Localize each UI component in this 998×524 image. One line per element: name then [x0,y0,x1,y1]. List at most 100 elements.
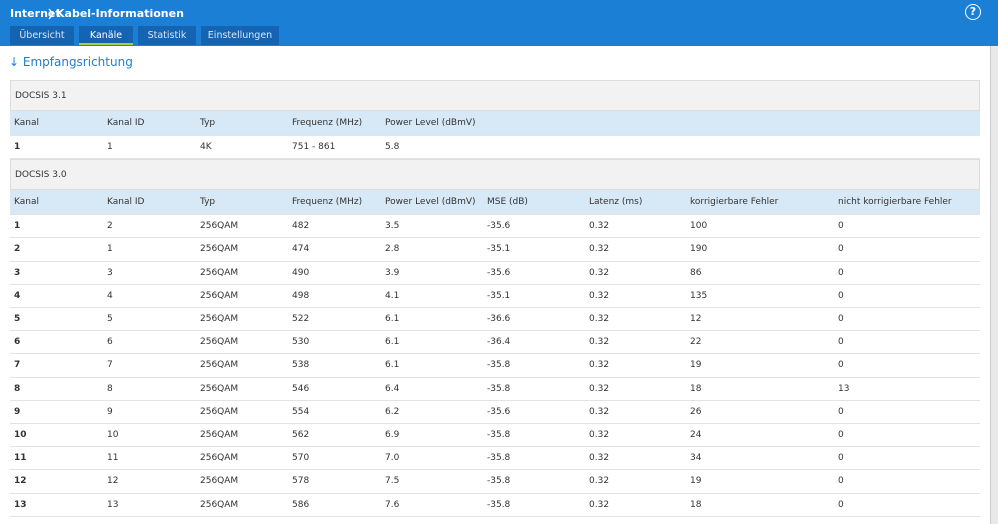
cell: 3 [14,267,21,278]
cell: 4 [14,290,21,301]
cell: 256QAM [200,476,239,487]
cell: 0 [838,337,844,348]
cell: 256QAM [200,244,239,255]
table-row: 1 2 256QAM 482 3.5 -35.6 0.32 100 0 [10,215,980,239]
cell: 256QAM [200,383,239,394]
table-row: 6 6 256QAM 530 6.1 -36.4 0.32 22 0 [10,331,980,355]
cell: Kanal ID [107,197,145,208]
cell: 546 [292,383,310,394]
cell: -35.8 [487,499,511,510]
table-row: 12 12 256QAM 578 7.5 -35.8 0.32 19 0 [10,470,980,494]
cell: -35.6 [487,221,511,232]
cell: 18 [690,383,702,394]
breadcrumb-item: Kabel-Informationen [56,7,184,20]
cell: 18 [690,499,702,510]
cell: -35.8 [487,453,511,464]
cell: 256QAM [200,337,239,348]
table-row: 10 10 256QAM 562 6.9 -35.8 0.32 24 0 [10,424,980,448]
cell: nicht korrigierbare Fehler [838,197,952,208]
cell: -35.6 [487,267,511,278]
help-button[interactable]: ? [965,4,981,20]
cell: Typ [200,197,216,208]
cell: 256QAM [200,430,239,440]
cell: 7.5 [385,476,400,487]
cell: 0.32 [589,314,610,324]
table-row: 1 1 4K 751 - 861 5.8 [10,136,980,160]
cell: 1 [107,142,113,152]
cell: 13 [838,383,850,394]
tab[interactable]: Übersicht [10,26,74,45]
cell: 256QAM [200,453,239,464]
cell: 6.1 [385,337,400,348]
cell: 0 [838,406,844,417]
cell: 34 [690,453,702,464]
table-section: DOCSIS 3.0 [10,159,980,191]
cell: 0.32 [589,244,610,255]
cell: 12 [690,314,702,324]
cell: 0.32 [589,430,610,440]
cell: 6.1 [385,360,400,371]
cell: Kanal ID [107,118,145,128]
cell: 256QAM [200,360,239,371]
cell: 100 [690,221,708,232]
cell: 522 [292,314,310,324]
cell: 24 [690,430,702,440]
cell: DOCSIS 3.1 [15,91,67,101]
cell: -35.8 [487,360,511,371]
table-row: 8 8 256QAM 546 6.4 -35.8 0.32 18 13 [10,378,980,401]
cell: DOCSIS 3.0 [15,170,67,181]
cell: 256QAM [200,406,239,417]
table-row: 9 9 256QAM 554 6.2 -35.6 0.32 26 0 [10,401,980,424]
table-row: 13 13 256QAM 586 7.6 -35.8 0.32 18 0 [10,494,980,517]
cell: Kanal [14,197,39,208]
cell: 0.32 [589,383,610,394]
cell: Frequenz (MHz) [292,118,363,128]
cell: 554 [292,406,310,417]
cell: 0.32 [589,290,610,301]
cell: 190 [690,244,708,255]
cell: 12 [14,476,27,487]
cell: 7 [14,360,21,371]
tab[interactable]: Einstellungen [201,26,279,45]
cell: 9 [107,406,113,417]
cell: -35.6 [487,406,511,417]
cell: 8 [14,383,21,394]
cell: 6 [14,337,21,348]
cell: 8 [107,383,113,394]
breadcrumb-item[interactable]: Internet [10,7,61,20]
cell: 256QAM [200,314,239,324]
cell: 6.9 [385,430,400,440]
cell: 482 [292,221,310,232]
cell: 6.1 [385,314,400,324]
cell: 0 [838,430,844,440]
cell: -36.4 [487,337,511,348]
cell: -35.1 [487,244,511,255]
cell: 0.32 [589,221,610,232]
cell: 578 [292,476,310,487]
cell: -36.6 [487,314,511,324]
cell: 0 [838,290,844,301]
cell: 6 [107,337,113,348]
chevron [48,8,54,20]
cell: 26 [690,406,702,417]
table-section: DOCSIS 3.1 [10,80,980,111]
cell: 7 [107,360,113,371]
table-row: 2 1 256QAM 474 2.8 -35.1 0.32 190 0 [10,238,980,262]
cell: MSE (dB) [487,197,528,208]
table-header: Kanal Kanal ID Typ Frequenz (MHz) Power Leve… [10,190,980,216]
cell: Power Level (dBmV) [385,118,476,128]
cell: 2 [14,244,21,255]
cell: 562 [292,430,310,440]
table-row: 3 3 256QAM 490 3.9 -35.6 0.32 86 0 [10,262,980,285]
cell: 0.32 [589,453,610,464]
content [0,46,991,524]
cell: 0 [838,453,844,464]
tab[interactable]: Kanäle [79,26,133,45]
cell: 498 [292,290,310,301]
cell: 3 [107,267,113,278]
cell: 1 [14,221,21,232]
cell: 19 [690,360,702,371]
tab[interactable]: Statistik [138,26,196,45]
cell: 0 [838,244,844,255]
